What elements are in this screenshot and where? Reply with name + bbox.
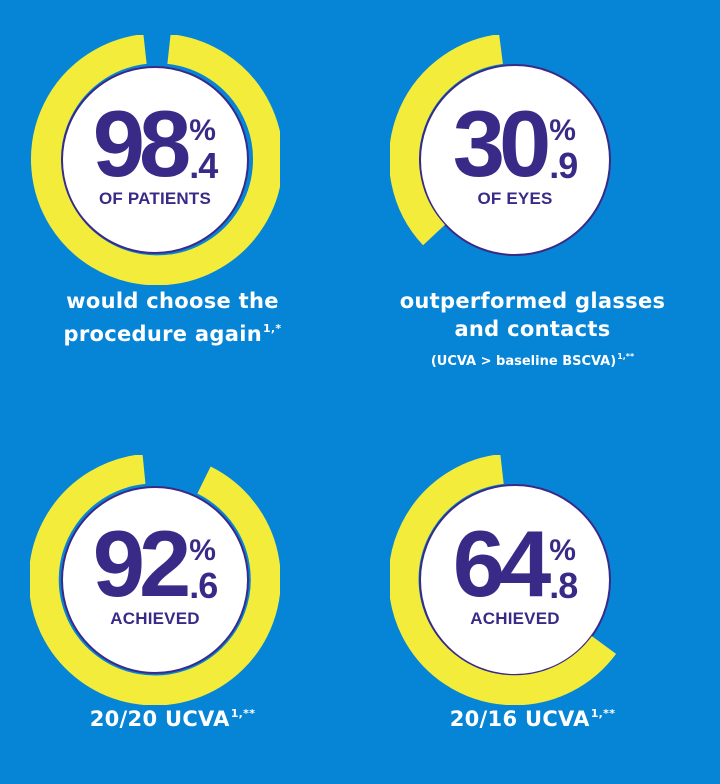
caption-note: (UCVA > baseline BSCVA) (430, 354, 617, 369)
stat-decimal: .6 (189, 565, 218, 607)
stat-ring-4: 64 % .8 ACHIEVED (390, 455, 640, 705)
stat-caption-2: outperformed glasses and contacts (UCVA … (345, 287, 720, 372)
stat-caption-3: 20/20 UCVA1,** (0, 700, 345, 733)
caption-line: would choose the (66, 289, 279, 313)
percent-sign: % (189, 534, 216, 568)
stat-sublabel: OF EYES (477, 188, 553, 208)
stat-sublabel: ACHIEVED (470, 608, 560, 628)
ring-arc (390, 35, 504, 246)
stat-sublabel: OF PATIENTS (98, 188, 212, 208)
stat-sublabel: ACHIEVED (110, 608, 200, 628)
footnote-ref: 1,** (230, 707, 256, 720)
stat-caption-4: 20/16 UCVA1,** (345, 700, 720, 733)
footnote-ref: 1,* (262, 322, 282, 335)
stat-decimal: .9 (549, 145, 578, 187)
progress-ring-30-9 (390, 35, 611, 256)
progress-ring-98-4 (31, 35, 280, 285)
stat-whole: 30 (452, 91, 552, 197)
ring-arc (30, 455, 280, 705)
progress-ring-64-8 (390, 455, 617, 705)
footnote-ref: 1,** (617, 352, 635, 361)
stat-ring-2: 30 % .9 OF EYES (390, 35, 640, 285)
footnote-ref: 1,** (590, 707, 616, 720)
percent-sign: % (549, 534, 576, 568)
caption-line: and contacts (454, 317, 611, 341)
stat-ring-3: 92 % .6 ACHIEVED (30, 455, 280, 705)
caption-line: 20/16 UCVA (449, 707, 590, 731)
progress-ring-92-6 (30, 455, 280, 705)
stat-whole: 64 (452, 511, 552, 617)
ring-arc (390, 455, 617, 705)
percent-sign: % (549, 114, 576, 148)
caption-line: 20/20 UCVA (89, 707, 230, 731)
ring-arc (31, 35, 280, 285)
stat-caption-1: would choose the procedure again1,* (0, 287, 345, 348)
stat-whole: 98 (92, 91, 192, 197)
percent-sign: % (189, 114, 216, 148)
stat-whole: 92 (92, 511, 192, 617)
stat-decimal: .8 (549, 565, 578, 607)
stat-decimal: .4 (189, 145, 218, 187)
caption-line: procedure again (63, 322, 262, 346)
caption-line: outperformed glasses (399, 289, 666, 313)
stat-ring-1: 98 % .4 OF PATIENTS (30, 35, 280, 285)
